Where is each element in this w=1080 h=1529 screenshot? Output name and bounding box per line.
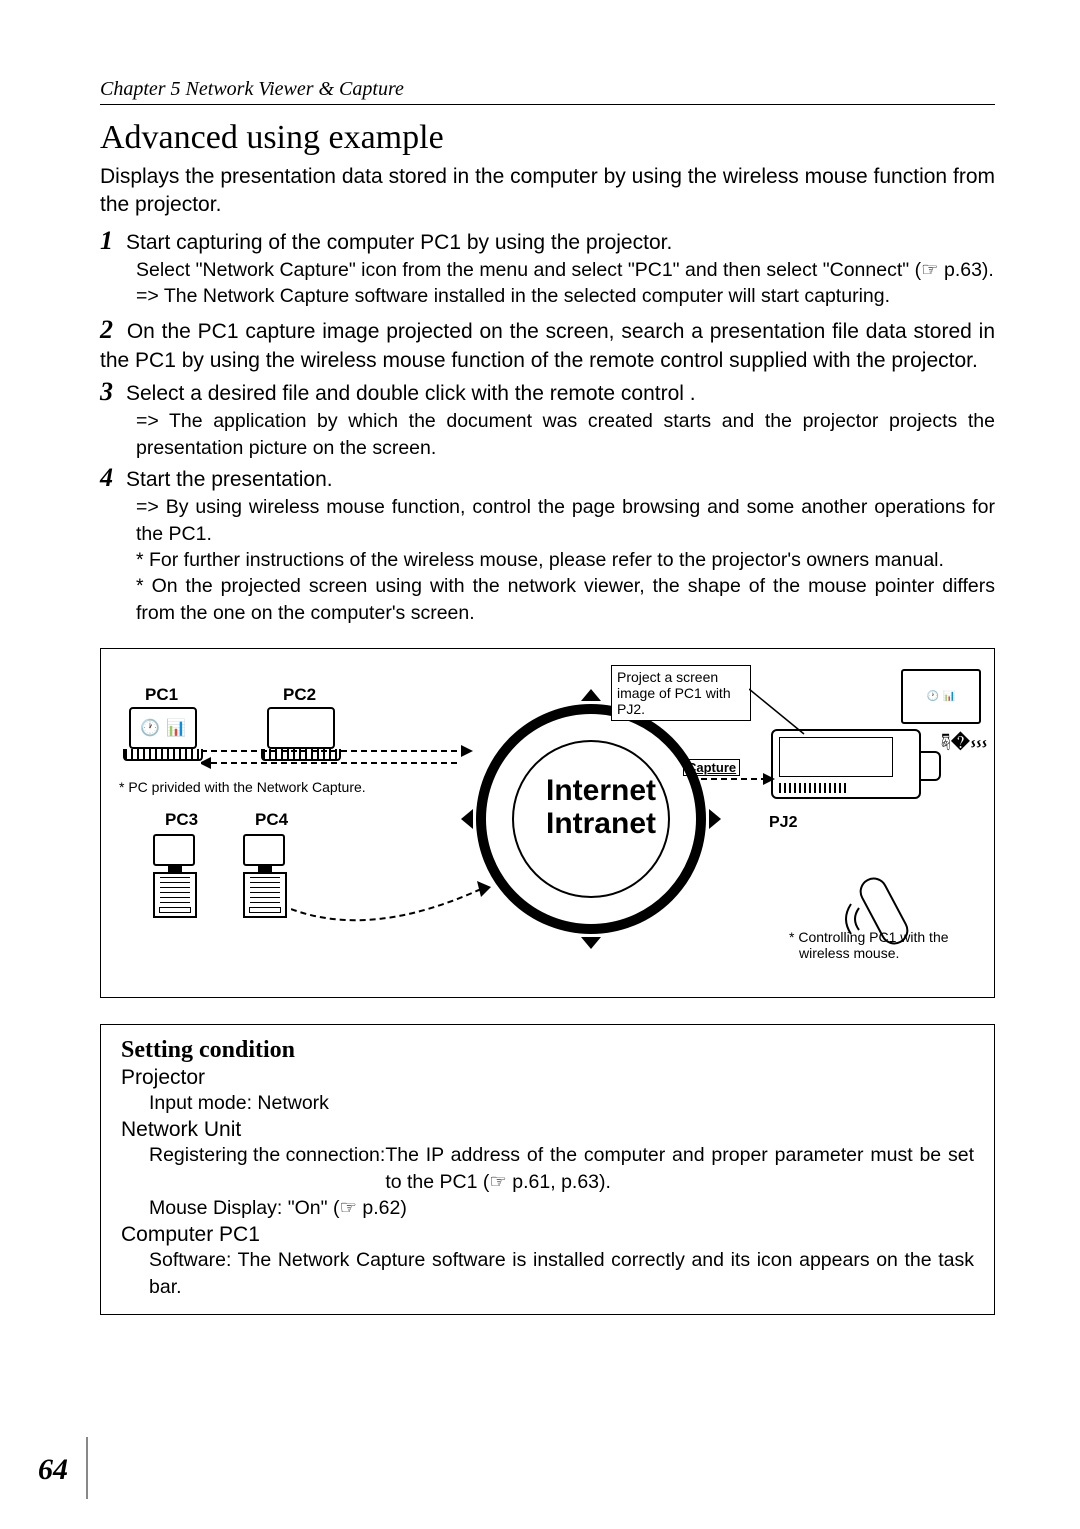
step-main-4: Start the presentation. [126,466,333,494]
step-num-2: 2 [100,312,120,347]
network-diagram: Internet Intranet PC1 PC2 🕐📊 * PC privid… [100,648,995,998]
step-main-2: On the PC1 capture image projected on th… [100,320,995,372]
note-pc-capture: * PC privided with the Network Capture. [119,779,366,795]
step-1: 1 Start capturing of the computer PC1 by… [100,226,995,310]
step-detail: => The Network Capture software installe… [136,283,995,309]
arrow-pc34-to-cloud [291,879,491,949]
note-remote: * Controlling PC1 with the wireless mous… [789,929,949,961]
pc4-label: PC4 [251,809,292,831]
laptop-pc1-icon: 🕐📊 [123,707,203,761]
subtitle: Displays the presentation data stored in… [100,163,995,220]
step-detail: * For further instructions of the wirele… [136,547,995,573]
step-num-4: 4 [100,463,120,493]
cursor-click-icon: ☟�⳽⳽⳽ [941,729,987,755]
computer-pc1-heading: Computer PC1 [121,1223,974,1247]
project-screen-note: Project a screen image of PC1 with PJ2. [611,665,751,721]
step-detail: Select "Network Capture" icon from the m… [136,257,995,283]
step-detail: => By using wireless mouse function, con… [136,494,995,547]
projector-heading: Projector [121,1066,974,1090]
computer-detail: Software: The Network Capture software i… [149,1247,974,1300]
step-main-3: Select a desired file and double click w… [126,380,696,408]
projector-icon [771,729,961,799]
pj2-label: PJ2 [769,814,797,832]
step-main-1: Start capturing of the computer PC1 by u… [126,229,672,257]
setting-condition-box: Setting condition Projector Input mode: … [100,1024,995,1315]
step-2: 2 On the PC1 capture image projected on … [100,312,995,375]
page-number: 64 [38,1453,68,1487]
side-rule [86,1437,88,1499]
projector-detail: Input mode: Network [149,1090,974,1116]
network-unit-heading: Network Unit [121,1118,974,1142]
network-detail-1: The IP address of the computer and prope… [385,1142,974,1195]
chapter-heading: Chapter 5 Network Viewer & Capture [100,78,995,105]
desktop-pc3-icon [153,834,197,918]
cloud-label: Internet Intranet [531,774,671,840]
step-detail: * On the projected screen using with the… [136,573,995,626]
step-4: 4 Start the presentation. => By using wi… [100,463,995,626]
arrow-cloud-to-proj [701,769,781,789]
step-detail: => The application by which the document… [136,408,995,461]
arrow-pc1-to-cloud [201,739,481,779]
network-detail-2: Mouse Display: "On" (☞ p.62) [149,1195,974,1221]
pc1-label: PC1 [141,684,182,706]
remote-icon [831,864,921,924]
page-title: Advanced using example [100,119,995,157]
step-3: 3 Select a desired file and double click… [100,377,995,461]
projected-screen-icon: 🕐📊 [901,669,981,724]
desktop-pc4-icon [243,834,287,918]
pc2-label: PC2 [279,684,320,706]
step-num-1: 1 [100,226,120,256]
setting-title: Setting condition [121,1037,974,1064]
step-num-3: 3 [100,377,120,407]
pc3-label: PC3 [161,809,202,831]
